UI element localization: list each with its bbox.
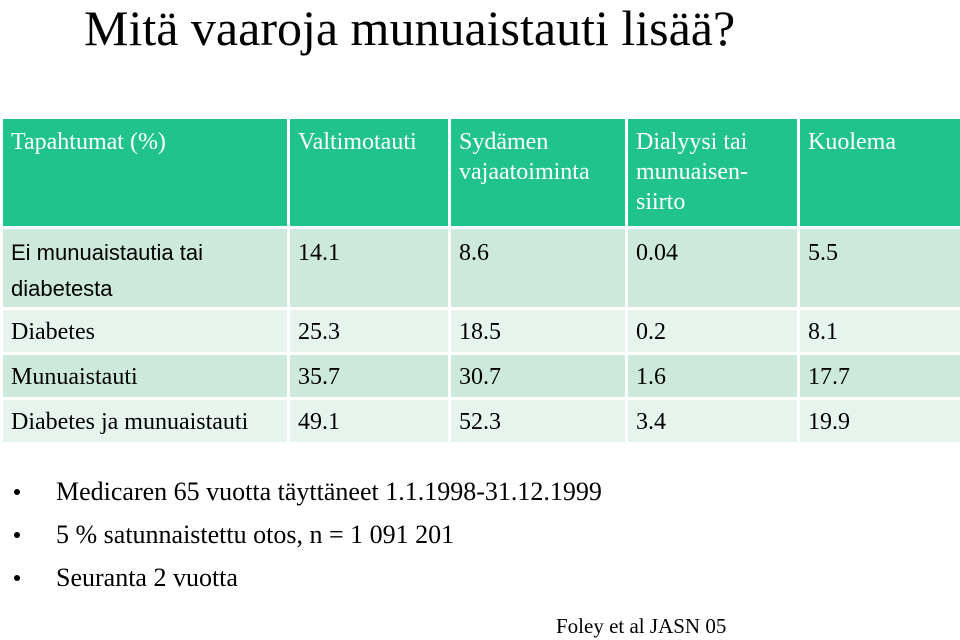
notes-list: Medicaren 65 vuotta täyttäneet 1.1.1998-…	[0, 470, 602, 599]
events-table: Tapahtumat (%) Valtimotauti Sydämen vaja…	[0, 116, 960, 445]
column-header-heart-failure: Sydämen vajaatoiminta	[450, 118, 627, 228]
bullet-text: Seuranta 2 vuotta	[56, 563, 238, 592]
list-item: 5 % satunnaistettu otos, n = 1 091 201	[0, 513, 602, 556]
cell-value: 1.6	[627, 354, 799, 399]
bullet-dot-icon	[14, 489, 20, 495]
cell-value: 8.1	[799, 309, 960, 354]
cell-value: 17.7	[799, 354, 960, 399]
cell-value: 25.3	[289, 309, 450, 354]
cell-value: 18.5	[450, 309, 627, 354]
cell-value: 30.7	[450, 354, 627, 399]
cell-value: 8.6	[450, 228, 627, 309]
cell-value: 0.04	[627, 228, 799, 309]
column-header-events: Tapahtumat (%)	[2, 118, 289, 228]
table-row: Ei munuaistautia tai diabetesta 14.1 8.6…	[2, 228, 960, 309]
row-label: Diabetes	[2, 309, 289, 354]
cell-value: 14.1	[289, 228, 450, 309]
cell-value: 0.2	[627, 309, 799, 354]
dialysis-header-line2: munuaisen-	[636, 159, 748, 185]
column-header-arterial-disease: Valtimotauti	[289, 118, 450, 228]
cell-value: 5.5	[799, 228, 960, 309]
column-header-dialysis: Dialyysi tai munuaisen-siirto	[627, 118, 799, 228]
bullet-dot-icon	[14, 532, 20, 538]
cell-value: 49.1	[289, 399, 450, 444]
column-header-death: Kuolema	[799, 118, 960, 228]
slide-title: Mitä vaaroja munuaistauti lisää?	[84, 0, 735, 58]
table-header-row: Tapahtumat (%) Valtimotauti Sydämen vaja…	[2, 118, 960, 228]
cell-value: 35.7	[289, 354, 450, 399]
bullet-text: Medicaren 65 vuotta täyttäneet 1.1.1998-…	[56, 477, 602, 506]
bullet-dot-icon	[14, 575, 20, 581]
table-row: Munuaistauti 35.7 30.7 1.6 17.7	[2, 354, 960, 399]
cell-value: 52.3	[450, 399, 627, 444]
list-item: Medicaren 65 vuotta täyttäneet 1.1.1998-…	[0, 470, 602, 513]
table-row: Diabetes 25.3 18.5 0.2 8.1	[2, 309, 960, 354]
row-label: Ei munuaistautia tai diabetesta	[2, 228, 289, 309]
table-row: Diabetes ja munuaistauti 49.1 52.3 3.4 1…	[2, 399, 960, 444]
bullet-text: 5 % satunnaistettu otos, n = 1 091 201	[56, 520, 454, 549]
row-label: Diabetes ja munuaistauti	[2, 399, 289, 444]
dialysis-header-line1: Dialyysi tai	[636, 129, 747, 155]
cell-value: 3.4	[627, 399, 799, 444]
citation: Foley et al JASN 05	[556, 612, 726, 640]
dialysis-header-line3: siirto	[636, 189, 685, 215]
cell-value: 19.9	[799, 399, 960, 444]
list-item: Seuranta 2 vuotta	[0, 556, 602, 599]
row-label: Munuaistauti	[2, 354, 289, 399]
